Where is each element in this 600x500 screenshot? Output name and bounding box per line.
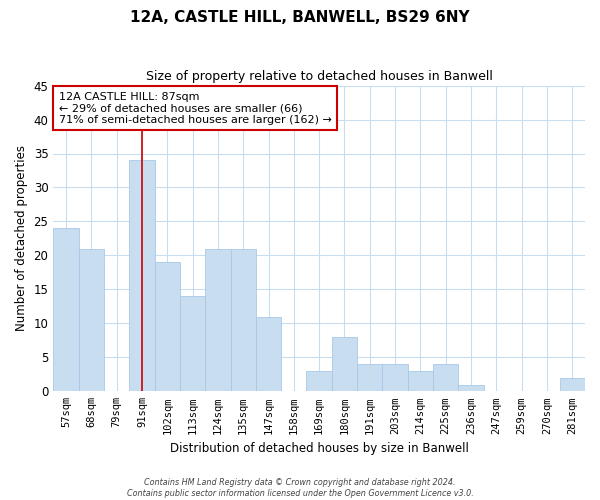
Y-axis label: Number of detached properties: Number of detached properties — [15, 146, 28, 332]
Title: Size of property relative to detached houses in Banwell: Size of property relative to detached ho… — [146, 70, 493, 83]
Bar — [433, 364, 458, 392]
Bar — [230, 248, 256, 392]
Bar — [408, 371, 433, 392]
Bar — [332, 337, 357, 392]
Bar — [307, 371, 332, 392]
Text: 12A, CASTLE HILL, BANWELL, BS29 6NY: 12A, CASTLE HILL, BANWELL, BS29 6NY — [130, 10, 470, 25]
Bar — [129, 160, 155, 392]
Bar — [357, 364, 382, 392]
Bar — [382, 364, 408, 392]
Bar — [458, 384, 484, 392]
Text: Contains HM Land Registry data © Crown copyright and database right 2024.
Contai: Contains HM Land Registry data © Crown c… — [127, 478, 473, 498]
Bar — [256, 316, 281, 392]
Bar — [79, 248, 104, 392]
Bar — [53, 228, 79, 392]
X-axis label: Distribution of detached houses by size in Banwell: Distribution of detached houses by size … — [170, 442, 469, 455]
Bar — [180, 296, 205, 392]
Bar — [155, 262, 180, 392]
Text: 12A CASTLE HILL: 87sqm
← 29% of detached houses are smaller (66)
71% of semi-det: 12A CASTLE HILL: 87sqm ← 29% of detached… — [59, 92, 331, 125]
Bar — [560, 378, 585, 392]
Bar — [205, 248, 230, 392]
